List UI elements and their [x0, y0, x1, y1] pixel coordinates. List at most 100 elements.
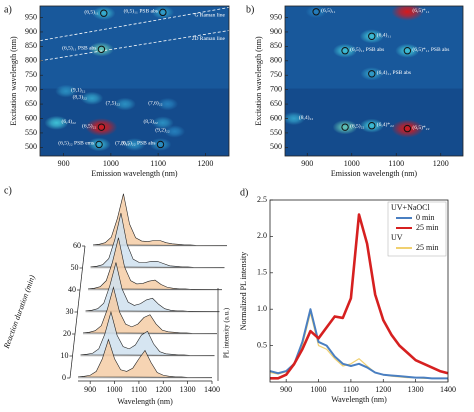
- peak-circle: [97, 123, 106, 131]
- y-tick-label: 2.0: [257, 231, 267, 240]
- y-axis-label: Excitation wavelength (nm): [254, 36, 263, 126]
- peak-label: (6,5)*₂₂: [412, 124, 429, 131]
- y-tick-label: 550: [270, 128, 282, 137]
- trace: [80, 310, 215, 356]
- y-tick-label: 60: [73, 241, 81, 250]
- peak-label: (8,3)₂₂: [73, 94, 87, 101]
- peak-spot: [114, 97, 136, 111]
- raman-line: [40, 30, 229, 62]
- y-tick-label: 1.0: [257, 304, 267, 313]
- peak-spot: [85, 118, 118, 137]
- peak-spot: [92, 6, 116, 21]
- peak-label: (9,1)₂₂: [71, 86, 85, 93]
- y-tick-label: 650: [270, 99, 282, 108]
- trace: [77, 338, 213, 378]
- x-tick-label: 1000: [344, 159, 360, 168]
- x-tick-label: 1400: [440, 385, 456, 394]
- y-tick-label: 2.5: [257, 195, 267, 204]
- peak-spot: [359, 29, 384, 44]
- y-tick-label: 10: [61, 351, 69, 360]
- x-tick-label: 1000: [103, 159, 119, 168]
- peak-spot: [157, 97, 178, 111]
- peak-label: (7,5)₂₂: [106, 99, 120, 106]
- peak-spot: [332, 119, 358, 135]
- peak-spot: [285, 111, 306, 126]
- peak-circle: [403, 124, 412, 133]
- trace: [82, 286, 218, 334]
- y-tick-label: 950: [25, 12, 37, 21]
- peak-spot: [333, 43, 358, 58]
- peak-spot: [151, 6, 175, 19]
- peak-label: (6,5)₁₁ PSB abs: [62, 45, 96, 52]
- peak-spot: [55, 84, 77, 98]
- x-tick-label: 1400: [204, 385, 220, 394]
- peak-circle: [341, 47, 349, 55]
- peak-circle: [312, 8, 320, 16]
- peak-circle: [368, 122, 376, 130]
- z-axis-label: PL intensity (a.u.): [223, 307, 231, 358]
- y-axis-label: Reaction duration (min): [2, 274, 37, 351]
- y-tick-label: 800: [25, 56, 37, 65]
- legend-label: 25 min: [416, 243, 438, 252]
- y-tick-label: 600: [25, 113, 37, 122]
- y-tick-label: 20: [63, 329, 71, 338]
- y-tick-label: 500: [270, 142, 282, 151]
- trace: [92, 193, 228, 246]
- peak-circle: [341, 123, 349, 131]
- peak-label: (6,5)₂₂: [350, 122, 364, 129]
- y-tick-label: 800: [270, 56, 282, 65]
- y-tick-label: 950: [270, 12, 282, 21]
- x-tick-label: 1100: [388, 159, 404, 168]
- panel-label: d): [240, 187, 248, 198]
- x-tick-label: 900: [280, 385, 292, 394]
- peak-label: (6,5)₂₂ PSB ems: [58, 140, 94, 147]
- peak-label: (6,5)₁₁ PSB abs: [124, 8, 158, 15]
- peak-label: (6,5)₁₁: [84, 8, 98, 15]
- peak-label: (6,4)*₂₂: [377, 121, 394, 128]
- y-tick-label: 550: [25, 128, 37, 137]
- peak-label: (6,4)₂₂: [62, 118, 76, 125]
- y-tick-label: 500: [25, 142, 37, 151]
- peak-circle: [95, 140, 103, 149]
- plot-frame: [269, 199, 449, 383]
- peak-circle: [159, 8, 167, 17]
- x-tick-label: 1300: [180, 385, 196, 394]
- raman-line: [40, 7, 229, 42]
- peak-spot: [123, 138, 146, 151]
- peak-label: (6,5)₂₂: [82, 122, 96, 129]
- peak-spot: [360, 67, 383, 81]
- heatmap-area: (6,5)₁₁ (6,5)*₁₁ (6,4)₁₁ (6,5)₁₁ PSB abs (6,…: [285, 6, 463, 138]
- peak-spot: [391, 119, 424, 138]
- legend-label: 0 min: [416, 213, 434, 222]
- y-tick-label: 0.5: [257, 340, 267, 349]
- x-tick-label: 900: [58, 159, 70, 168]
- legend-label: 25 min: [416, 223, 438, 232]
- panel-label: c): [4, 185, 12, 196]
- peak-spot: [149, 138, 172, 151]
- peak-label: (6,5)*₁₁ PSB abs: [412, 46, 449, 53]
- peak-circle: [100, 9, 108, 17]
- y-axis-label: Excitation wavelength (nm): [9, 36, 18, 126]
- peak-spot: [44, 115, 69, 130]
- trace: [90, 212, 225, 268]
- y-tick-label: 850: [270, 41, 282, 50]
- x-tick-label: 1100: [343, 385, 359, 394]
- x-tick-label: 1200: [197, 159, 213, 168]
- y-tick-label: 750: [25, 70, 37, 79]
- x-axis-label: Emission wavelength (nm): [91, 169, 178, 178]
- y-tick-label: 650: [25, 99, 37, 108]
- peak-label: (8,3)₂₂: [143, 118, 157, 125]
- peak-spot: [80, 91, 104, 105]
- y-tick-label: 0: [62, 373, 66, 382]
- peak-label: (7,3)₂₂: [115, 140, 129, 147]
- y-tick-label: 750: [270, 70, 282, 79]
- x-axis-label: Wavelength (nm): [331, 395, 387, 404]
- y-tick-label: 900: [270, 27, 282, 36]
- x-tick-label: 1000: [311, 385, 327, 394]
- y-tick-label: 50: [71, 263, 79, 272]
- peak-spot: [89, 42, 114, 57]
- peak-label: (6,4)₁₁: [377, 32, 391, 39]
- peak-label: (6,5)₁₁ PSB abs: [350, 46, 384, 53]
- raman-line-label: 2D Raman line: [192, 36, 226, 42]
